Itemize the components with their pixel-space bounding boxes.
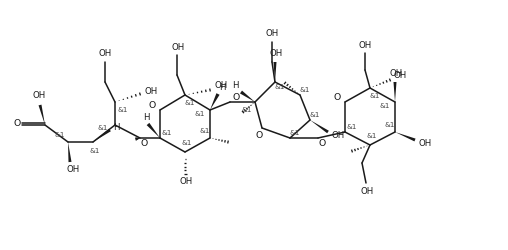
Text: &1: &1: [275, 84, 285, 90]
Polygon shape: [39, 105, 45, 125]
Text: OH: OH: [171, 42, 184, 51]
Text: O: O: [333, 92, 341, 102]
Polygon shape: [394, 82, 397, 102]
Polygon shape: [310, 120, 329, 133]
Text: O: O: [256, 132, 263, 140]
Text: OH: OH: [269, 48, 282, 58]
Text: H: H: [113, 124, 119, 132]
Polygon shape: [240, 90, 255, 102]
Text: H: H: [143, 112, 149, 122]
Text: O: O: [148, 100, 155, 110]
Text: O: O: [13, 120, 21, 128]
Text: &1: &1: [118, 107, 128, 113]
Text: OH: OH: [358, 40, 372, 50]
Text: O: O: [319, 140, 326, 148]
Text: O: O: [140, 140, 148, 148]
Text: &1: &1: [370, 93, 380, 99]
Text: &1: &1: [55, 132, 65, 138]
Text: H: H: [232, 82, 238, 90]
Text: &1: &1: [310, 112, 320, 118]
Text: &1: &1: [300, 87, 310, 93]
Text: OH: OH: [419, 138, 432, 147]
Text: OH: OH: [179, 178, 193, 186]
Text: OH: OH: [265, 30, 278, 38]
Text: &1: &1: [200, 128, 210, 134]
Text: OH: OH: [67, 166, 80, 174]
Text: OH: OH: [389, 68, 403, 78]
Text: OH: OH: [360, 186, 373, 196]
Text: &1: &1: [162, 130, 172, 136]
Polygon shape: [395, 132, 416, 141]
Text: H: H: [219, 84, 225, 92]
Text: OH: OH: [214, 82, 228, 90]
Text: &1: &1: [380, 103, 390, 109]
Polygon shape: [68, 142, 72, 162]
Polygon shape: [210, 93, 219, 110]
Text: &1: &1: [195, 111, 205, 117]
Text: OH: OH: [144, 86, 157, 96]
Text: OH: OH: [331, 132, 344, 140]
Text: OH: OH: [393, 72, 406, 80]
Text: &1: &1: [367, 133, 377, 139]
Text: &1: &1: [290, 130, 300, 136]
Text: &1: &1: [182, 140, 192, 146]
Text: &1: &1: [385, 122, 395, 128]
Polygon shape: [147, 123, 160, 138]
Polygon shape: [273, 62, 276, 82]
Text: O: O: [232, 92, 240, 102]
Text: &1: &1: [242, 107, 252, 113]
Text: &1: &1: [185, 100, 195, 106]
Text: &1: &1: [98, 125, 108, 131]
Polygon shape: [93, 129, 111, 142]
Text: &1: &1: [347, 124, 357, 130]
Text: &1: &1: [90, 148, 100, 154]
Text: OH: OH: [33, 92, 46, 100]
Text: OH: OH: [99, 50, 112, 58]
